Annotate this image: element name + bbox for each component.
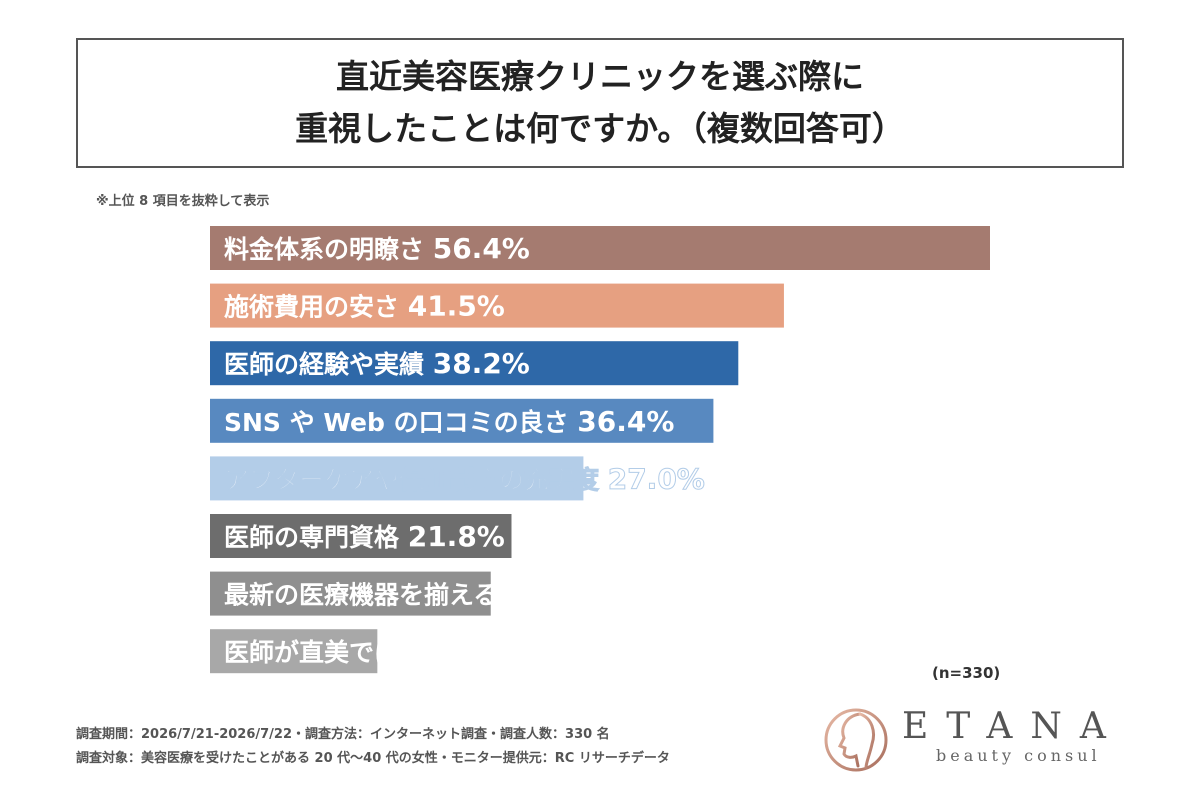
chart-title-line-2: 重視したことは何ですか。（複数回答可） bbox=[295, 109, 905, 148]
category-label: 施術費用の安さ bbox=[224, 293, 408, 322]
bar-label-1: 料金体系の明瞭さ 56.4% bbox=[224, 232, 530, 265]
bar-5 bbox=[210, 456, 584, 501]
bar-1 bbox=[210, 226, 990, 270]
value-label: 41.5% bbox=[408, 290, 505, 323]
bar-label-7: 最新の医療機器を揃える環境 20.3% bbox=[224, 578, 654, 611]
category-label: 医師が直美ではないこと bbox=[224, 638, 508, 667]
value-label: 20.3% bbox=[557, 578, 654, 611]
bar-label-8: 医師が直美ではないこと 12.1% bbox=[224, 635, 605, 668]
category-label: 料金体系の明瞭さ bbox=[224, 235, 433, 264]
survey-period-text: 調査期間：2026/7/21-2026/7/22・調査方法：インターネット調査・… bbox=[76, 727, 610, 742]
value-label: 36.4% bbox=[577, 405, 674, 438]
bar-6 bbox=[210, 514, 512, 558]
logo-subtitle: beauty consul bbox=[936, 746, 1101, 765]
bar-label-3: 医師の経験や実績 38.2% bbox=[224, 347, 530, 380]
bar-3 bbox=[210, 341, 739, 386]
bar-label-5: アフターケアや保証制度の充実度 27.0% bbox=[224, 462, 705, 495]
value-label: 38.2% bbox=[433, 347, 530, 380]
chart-title-line-1: 直近美容医療クリニックを選ぶ際に bbox=[336, 57, 864, 96]
bar-7 bbox=[210, 571, 491, 616]
category-label: 医師の経験や実績 bbox=[224, 350, 433, 379]
bar-label-2: 施術費用の安さ 41.5% bbox=[224, 290, 505, 323]
category-label: アフターケアや保証制度の充実度 bbox=[224, 465, 608, 494]
bar-8 bbox=[210, 629, 378, 674]
title-box: 直近美容医療クリニックを選ぶ際に 重視したことは何ですか。（複数回答可） bbox=[76, 38, 1124, 168]
etana-logo: ETANA beauty consul bbox=[822, 700, 1142, 780]
face-profile-icon bbox=[824, 708, 888, 772]
category-label: SNS や Web の口コミの良さ bbox=[224, 408, 577, 437]
bar-label-4: SNS や Web の口コミの良さ 36.4% bbox=[224, 405, 674, 438]
chart-note: ※上位 8 項目を抜粋して表示 bbox=[96, 194, 270, 209]
sample-size-label: (n=330) bbox=[932, 664, 1001, 682]
bar-4 bbox=[210, 398, 714, 443]
bar-label-6: 医師の専門資格 21.8% bbox=[224, 520, 505, 553]
value-label: 21.8% bbox=[408, 520, 505, 553]
bar-2 bbox=[210, 283, 784, 328]
category-label: 医師の専門資格 bbox=[224, 523, 408, 552]
value-label: 27.0% bbox=[608, 462, 705, 495]
survey-target-text: 調査対象：美容医療を受けたことがある 20 代〜40 代の女性・モニター提供元：… bbox=[76, 751, 670, 766]
value-label: 56.4% bbox=[433, 232, 530, 265]
category-label: 最新の医療機器を揃える環境 bbox=[224, 581, 557, 610]
value-label: 12.1% bbox=[508, 635, 605, 668]
logo-wordmark: ETANA bbox=[902, 706, 1124, 747]
